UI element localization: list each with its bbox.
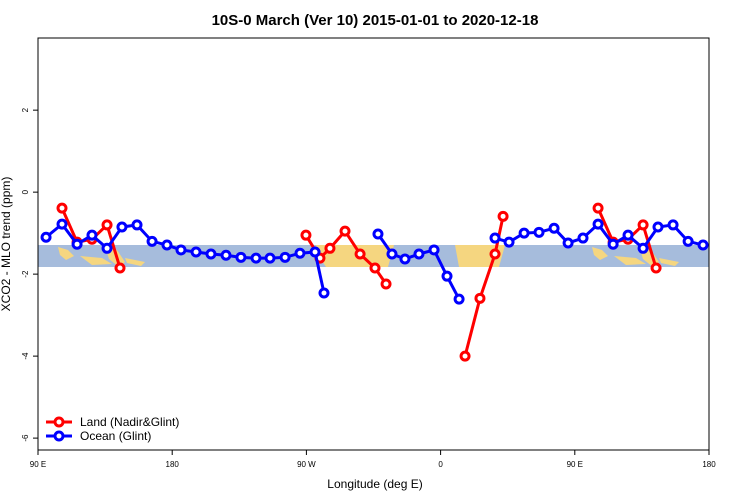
data-point — [441, 270, 453, 282]
data-point — [40, 231, 52, 243]
data-point — [503, 236, 515, 248]
data-point — [607, 238, 619, 250]
data-point — [428, 244, 440, 256]
data-point — [146, 235, 158, 247]
plot-frame — [37, 37, 710, 451]
data-point — [86, 229, 98, 241]
data-point — [300, 229, 312, 241]
data-point — [652, 221, 664, 233]
x-tick-label: 180 — [166, 460, 180, 469]
data-point — [114, 262, 126, 274]
data-point — [101, 219, 113, 231]
y-tick-label: -6 — [21, 434, 30, 442]
x-tick-label: 90 E — [567, 460, 583, 469]
data-point — [161, 239, 173, 251]
x-axis-label: Longitude (deg E) — [327, 477, 422, 491]
data-point — [489, 248, 501, 260]
data-point — [309, 246, 321, 258]
data-point — [131, 219, 143, 231]
data-point — [518, 227, 530, 239]
data-point — [205, 248, 217, 260]
land-patch — [58, 246, 145, 267]
data-point — [682, 235, 694, 247]
data-point — [562, 237, 574, 249]
data-point — [369, 262, 381, 274]
data-point — [116, 221, 128, 233]
y-tick-label: -4 — [21, 352, 30, 360]
data-point — [294, 247, 306, 259]
data-point — [324, 242, 336, 254]
data-point — [339, 225, 351, 237]
data-point — [318, 287, 330, 299]
data-point — [497, 210, 509, 222]
x-tick-label: 90 W — [297, 460, 316, 469]
data-point — [175, 244, 187, 256]
data-point — [637, 242, 649, 254]
data-point — [190, 246, 202, 258]
legend-label: Ocean (Glint) — [80, 429, 151, 443]
data-point — [548, 222, 560, 234]
data-point — [235, 251, 247, 263]
x-tick-label: 90 E — [30, 460, 46, 469]
x-tick-label: 0 — [438, 460, 443, 469]
data-point — [592, 202, 604, 214]
data-point — [577, 232, 589, 244]
data-point — [372, 228, 384, 240]
legend-marker — [53, 430, 65, 442]
data-point — [637, 219, 649, 231]
data-point — [622, 229, 634, 241]
legend-label: Land (Nadir&Glint) — [80, 415, 179, 429]
data-point — [354, 248, 366, 260]
data-point — [453, 293, 465, 305]
data-point — [399, 253, 411, 265]
data-point — [264, 252, 276, 264]
y-axis-label: XCO2 - MLO trend (ppm) — [0, 177, 13, 312]
land-patch — [592, 246, 679, 267]
data-point — [489, 232, 501, 244]
data-point — [380, 278, 392, 290]
data-point — [667, 219, 679, 231]
data-point — [56, 202, 68, 214]
data-point — [250, 252, 262, 264]
data-point — [220, 249, 232, 261]
data-point — [56, 218, 68, 230]
data-point — [533, 226, 545, 238]
legend-marker — [53, 416, 65, 428]
data-point — [279, 251, 291, 263]
chart-title: 10S-0 March (Ver 10) 2015-01-01 to 2020-… — [212, 12, 539, 29]
y-tick-label: 0 — [21, 189, 30, 194]
data-point — [459, 350, 471, 362]
data-point — [474, 292, 486, 304]
data-point — [650, 262, 662, 274]
y-tick-label: 2 — [21, 107, 30, 112]
data-point — [697, 239, 709, 251]
data-point — [592, 218, 604, 230]
data-point — [101, 242, 113, 254]
y-tick-label: -2 — [21, 270, 30, 278]
data-point — [71, 238, 83, 250]
data-point — [386, 248, 398, 260]
x-tick-label: 180 — [702, 460, 716, 469]
data-point — [413, 248, 425, 260]
